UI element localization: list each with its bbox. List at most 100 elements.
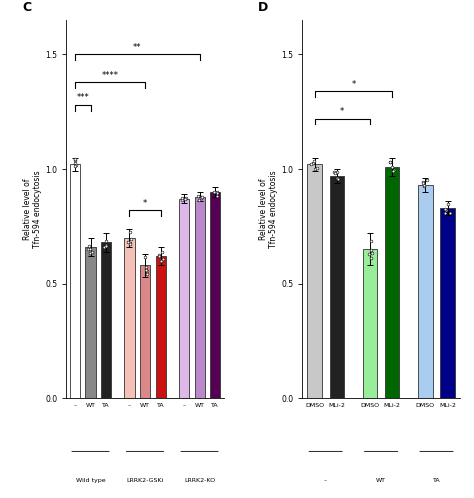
Point bbox=[182, 194, 190, 202]
Point bbox=[142, 262, 150, 270]
Text: ***: *** bbox=[76, 94, 89, 103]
Point bbox=[178, 196, 186, 204]
Text: D: D bbox=[258, 1, 269, 14]
Point bbox=[311, 165, 319, 173]
Point bbox=[198, 193, 206, 201]
Point bbox=[159, 255, 166, 263]
Point bbox=[182, 195, 189, 203]
Point bbox=[88, 248, 95, 255]
Point bbox=[365, 250, 373, 258]
Bar bbox=[101, 243, 111, 398]
Bar bbox=[155, 256, 166, 398]
Point bbox=[141, 252, 149, 260]
Bar bbox=[194, 197, 205, 398]
Point bbox=[102, 241, 109, 249]
Point bbox=[72, 159, 79, 167]
Text: WT: WT bbox=[376, 478, 386, 483]
Point bbox=[308, 160, 315, 168]
Point bbox=[214, 188, 221, 196]
Bar bbox=[308, 164, 322, 398]
Point bbox=[446, 210, 454, 218]
Point bbox=[72, 155, 79, 163]
Point bbox=[102, 242, 109, 250]
Point bbox=[102, 242, 109, 249]
Bar bbox=[70, 164, 80, 398]
Point bbox=[310, 158, 317, 166]
Bar bbox=[329, 176, 344, 398]
Point bbox=[125, 238, 132, 246]
Text: –: – bbox=[324, 478, 327, 483]
Text: **: ** bbox=[133, 43, 142, 52]
Point bbox=[420, 181, 428, 189]
Text: LRRK2-KO: LRRK2-KO bbox=[184, 478, 215, 483]
Y-axis label: Relative level of
Tfn-594 endocytosis: Relative level of Tfn-594 endocytosis bbox=[23, 170, 43, 248]
Point bbox=[210, 188, 218, 196]
Point bbox=[388, 163, 395, 171]
Point bbox=[213, 192, 221, 200]
Point bbox=[386, 158, 394, 166]
Point bbox=[195, 196, 203, 204]
Point bbox=[391, 165, 398, 173]
Text: Wild type: Wild type bbox=[76, 478, 105, 483]
Point bbox=[84, 246, 92, 253]
Point bbox=[420, 182, 428, 190]
Text: *: * bbox=[351, 80, 356, 89]
Point bbox=[128, 235, 135, 243]
Bar bbox=[124, 238, 135, 398]
Point bbox=[86, 245, 93, 252]
Point bbox=[178, 194, 186, 202]
Point bbox=[330, 168, 337, 176]
Point bbox=[331, 169, 338, 177]
Point bbox=[367, 246, 374, 253]
Bar bbox=[210, 192, 220, 398]
Point bbox=[441, 205, 449, 213]
Bar bbox=[179, 199, 189, 398]
Point bbox=[142, 266, 150, 274]
Point bbox=[85, 243, 92, 250]
Point bbox=[334, 175, 342, 183]
Bar bbox=[418, 185, 433, 398]
Bar bbox=[363, 249, 377, 398]
Point bbox=[333, 168, 341, 176]
Point bbox=[86, 249, 94, 257]
Point bbox=[180, 195, 187, 203]
Y-axis label: Relative level of
Tfn-594 endocytosis: Relative level of Tfn-594 endocytosis bbox=[259, 170, 279, 248]
Point bbox=[443, 206, 450, 214]
Point bbox=[213, 189, 221, 197]
Point bbox=[211, 188, 219, 196]
Point bbox=[157, 257, 164, 265]
Point bbox=[313, 164, 321, 172]
Text: TA: TA bbox=[433, 478, 440, 483]
Point bbox=[441, 209, 448, 217]
Point bbox=[144, 270, 151, 278]
Text: *: * bbox=[143, 199, 147, 208]
Point bbox=[126, 241, 133, 249]
Point bbox=[155, 252, 163, 260]
Text: LRRK2-GSKi: LRRK2-GSKi bbox=[127, 478, 164, 483]
Point bbox=[197, 194, 204, 202]
Point bbox=[72, 156, 79, 164]
Point bbox=[367, 238, 374, 246]
Point bbox=[72, 161, 80, 169]
Text: *: * bbox=[340, 107, 345, 116]
Point bbox=[159, 249, 166, 256]
Point bbox=[389, 167, 397, 175]
Point bbox=[144, 266, 151, 274]
Point bbox=[368, 249, 375, 257]
Point bbox=[126, 228, 134, 236]
Point bbox=[71, 162, 78, 170]
Point bbox=[424, 176, 431, 184]
Point bbox=[333, 174, 341, 182]
Point bbox=[197, 193, 205, 201]
Point bbox=[419, 179, 427, 187]
Text: C: C bbox=[22, 1, 31, 14]
Bar bbox=[385, 167, 400, 398]
Bar bbox=[140, 265, 150, 398]
Text: ****: **** bbox=[101, 71, 118, 80]
Point bbox=[155, 250, 163, 258]
Point bbox=[367, 254, 375, 262]
Point bbox=[102, 237, 110, 245]
Point bbox=[386, 158, 394, 166]
Point bbox=[419, 178, 427, 186]
Point bbox=[194, 192, 201, 200]
